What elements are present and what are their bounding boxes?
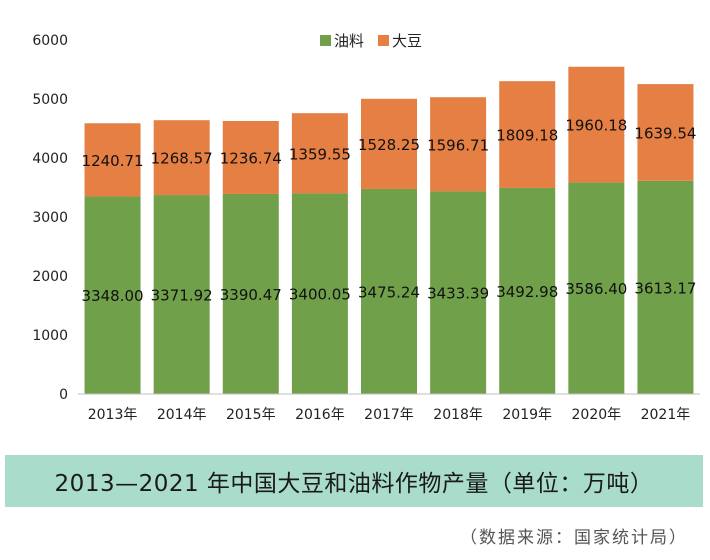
y-tick-label: 0 (59, 387, 68, 403)
data-label-soy: 1528.25 (358, 136, 420, 154)
data-label-soy: 1960.18 (565, 117, 627, 135)
y-tick-label: 4000 (32, 151, 68, 167)
bar-segment-soy (430, 97, 487, 192)
data-label-oil: 3492.98 (496, 283, 558, 301)
data-label-oil: 3400.05 (289, 286, 351, 304)
bar-segment-oil (361, 188, 417, 394)
bar-segment-oil (499, 187, 556, 394)
bar-segment-oil (568, 182, 625, 394)
stacked-bar-chart: 0 1000 2000 3000 4000 5000 6000 3348.00 1240.71 2… (32, 32, 700, 423)
x-tick-label: 2013年 (88, 407, 138, 423)
data-label-oil: 3390.47 (220, 286, 282, 304)
bar-segment-oil (84, 196, 141, 394)
data-label-soy: 1596.71 (427, 136, 489, 154)
x-tick-label: 2018年 (433, 407, 483, 423)
data-label-soy: 1359.55 (289, 145, 351, 163)
bar-segment-oil (291, 193, 348, 394)
data-source-note: （数据来源：国家统计局） (460, 528, 688, 548)
data-label-soy: 1639.54 (634, 124, 696, 142)
x-tick-label: 2016年 (295, 407, 345, 423)
data-label-oil: 3475.24 (358, 283, 420, 301)
bar-segment-soy (291, 113, 348, 194)
legend-label-oil: 油料 (334, 32, 364, 50)
data-label-oil: 3371.92 (151, 287, 213, 305)
bar-segment-oil (153, 195, 210, 394)
data-label-oil: 3613.17 (634, 279, 696, 297)
data-label-oil: 3348.00 (82, 287, 144, 305)
data-label-soy: 1236.74 (220, 149, 282, 167)
y-tick-label: 2000 (32, 269, 68, 285)
x-tick-label: 2017年 (364, 407, 414, 423)
y-tick-label: 5000 (32, 92, 68, 108)
chart-caption: 2013—2021 年中国大豆和油料作物产量（单位：万吨） (54, 471, 654, 497)
x-tick-label: 2019年 (502, 407, 552, 423)
bar-segment-soy (222, 120, 279, 194)
bar-segment-soy (499, 81, 556, 188)
x-tick-label: 2021年 (641, 407, 691, 423)
bar-segment-soy (84, 123, 141, 197)
legend-swatch-soy (378, 35, 389, 46)
data-label-oil: 3586.40 (565, 280, 627, 298)
bar-segment-soy (637, 84, 694, 181)
y-tick-label: 3000 (32, 210, 68, 226)
legend-label-soy: 大豆 (392, 32, 422, 50)
x-tick-label: 2014年 (157, 407, 207, 423)
bar-segment-oil (430, 191, 487, 394)
y-tick-label: 1000 (32, 328, 68, 344)
legend-swatch-oil (320, 35, 331, 46)
bar-segment-oil (637, 180, 694, 394)
chart-caption-band: 2013—2021 年中国大豆和油料作物产量（单位：万吨） (5, 455, 703, 507)
bar-segment-soy (361, 98, 417, 189)
bar-segment-oil (222, 193, 279, 394)
chart-svg: 0 1000 2000 3000 4000 5000 6000 3348.00 1240.71 2… (32, 32, 700, 423)
y-tick-label: 6000 (32, 33, 68, 49)
data-label-soy: 1240.71 (82, 152, 144, 170)
bar-segment-soy (568, 66, 625, 183)
data-label-soy: 1268.57 (151, 150, 213, 168)
data-label-soy: 1809.18 (496, 127, 558, 145)
x-tick-label: 2020年 (572, 407, 622, 423)
data-label-oil: 3433.39 (427, 285, 489, 303)
bar-segment-soy (153, 120, 210, 196)
x-tick-label: 2015年 (226, 407, 276, 423)
